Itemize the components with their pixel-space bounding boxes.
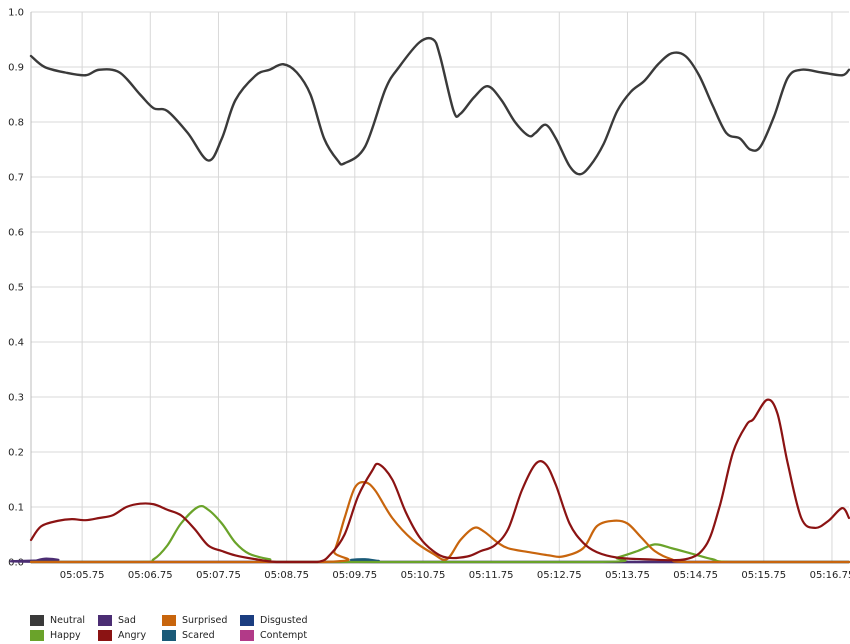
x-tick-label: 05:05.75 bbox=[60, 570, 105, 581]
legend-item-surprised: Surprised bbox=[162, 613, 227, 627]
x-tick-label: 05:07.75 bbox=[196, 570, 241, 581]
legend-label-angry: Angry bbox=[118, 629, 147, 641]
legend-item-contempt: Contempt bbox=[240, 628, 307, 642]
x-tick-label: 05:08.75 bbox=[264, 570, 309, 581]
x-tick-label: 05:12.75 bbox=[537, 570, 582, 581]
legend-swatch-angry bbox=[98, 629, 112, 641]
series-line-happy bbox=[29, 504, 850, 564]
legend-swatch-surprised bbox=[162, 614, 176, 626]
legend-label-neutral: Neutral bbox=[50, 614, 86, 626]
y-tick-label: 0.2 bbox=[8, 448, 24, 459]
series-line-angry bbox=[29, 398, 850, 564]
y-tick-label: 0.5 bbox=[8, 283, 24, 294]
x-tick-label: 05:13.75 bbox=[605, 570, 650, 581]
legend-swatch-scared bbox=[162, 629, 176, 641]
x-tick-label: 05:15.75 bbox=[741, 570, 786, 581]
x-tick-label: 05:14.75 bbox=[673, 570, 718, 581]
x-tick-label: 05:11.75 bbox=[469, 570, 514, 581]
legend-item-sad: Sad bbox=[98, 613, 136, 627]
legend-label-surprised: Surprised bbox=[182, 614, 228, 626]
y-tick-label: 1.0 bbox=[8, 8, 24, 19]
y-axis-ticks: 0.0 0.1 0.2 0.3 0.4 0.5 0.6 0.7 0.8 0.9 1.0 bbox=[8, 8, 24, 569]
legend: Neutral Happy Sad Angry Surprised Scared… bbox=[30, 613, 350, 643]
x-tick-label: 05:16.75 bbox=[810, 570, 850, 581]
x-tick-label: 05:09.75 bbox=[332, 570, 377, 581]
y-tick-label: 0.4 bbox=[8, 338, 24, 349]
legend-item-happy: Happy bbox=[30, 628, 81, 642]
legend-swatch-contempt bbox=[240, 629, 254, 641]
legend-item-scared: Scared bbox=[162, 628, 215, 642]
series-line-surprised bbox=[29, 480, 850, 564]
x-tick-label: 05:10.75 bbox=[401, 570, 446, 581]
legend-label-sad: Sad bbox=[118, 614, 136, 626]
legend-label-contempt: Contempt bbox=[260, 629, 308, 641]
legend-item-disgusted: Disgusted bbox=[240, 613, 308, 627]
legend-swatch-sad bbox=[98, 614, 112, 626]
y-tick-label: 0.7 bbox=[8, 173, 24, 184]
legend-label-happy: Happy bbox=[50, 629, 81, 641]
x-axis-ticks: 05:05.75 05:06.75 05:07.75 05:08.75 05:09.75… bbox=[60, 570, 850, 581]
legend-item-neutral: Neutral bbox=[30, 613, 85, 627]
legend-swatch-disgusted bbox=[240, 614, 254, 626]
y-tick-label: 0.8 bbox=[8, 118, 24, 129]
series-line-neutral bbox=[29, 36, 850, 176]
legend-label-scared: Scared bbox=[182, 629, 215, 641]
emotion-line-chart: 0.0 0.1 0.2 0.3 0.4 0.5 0.6 0.7 0.8 0.9 1.0 05:05.… bbox=[8, 8, 850, 581]
y-tick-label: 0.0 bbox=[8, 558, 24, 569]
legend-swatch-neutral bbox=[30, 614, 44, 626]
legend-swatch-happy bbox=[30, 629, 44, 641]
y-tick-label: 0.1 bbox=[8, 503, 24, 514]
series-lines bbox=[9, 36, 850, 564]
legend-label-disgusted: Disgusted bbox=[260, 614, 308, 626]
x-tick-label: 05:06.75 bbox=[128, 570, 173, 581]
y-tick-label: 0.9 bbox=[8, 63, 24, 74]
y-tick-label: 0.3 bbox=[8, 393, 24, 404]
y-tick-label: 0.6 bbox=[8, 228, 24, 239]
legend-item-angry: Angry bbox=[98, 628, 146, 642]
